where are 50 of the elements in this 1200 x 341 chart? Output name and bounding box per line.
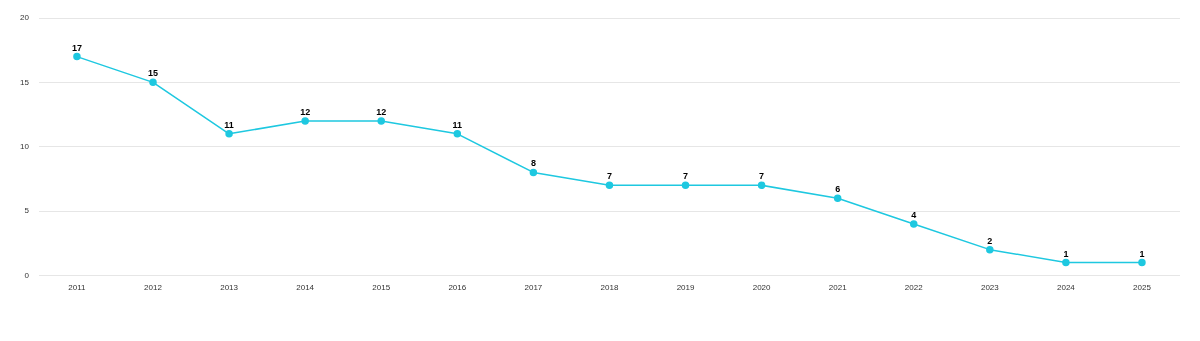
data-label: 2 [987,235,993,246]
x-tick-label: 2012 [144,283,163,293]
x-tick-label: 2023 [980,283,1000,293]
data-label: 11 [224,119,234,130]
point [301,117,309,125]
point [986,245,994,254]
x-tick-label: 2013 [220,283,239,293]
x-tick-label: 2011 [68,283,87,293]
data-label: 7 [606,171,612,182]
data-label: 12 [376,106,387,117]
point [909,220,918,228]
x-tick-label: 2022 [904,283,924,293]
point [529,168,538,177]
y-tick-label: 15 [19,77,30,87]
x-tick-label: 2016 [448,283,467,293]
data-label: 1 [1063,248,1069,259]
point [833,194,842,202]
data-label: 7 [759,171,765,182]
y-tick-label: 10 [19,141,30,151]
point [453,130,462,138]
y-tick-label: 20 [19,13,30,23]
x-tick-label: 2025 [1133,283,1152,293]
point [681,181,690,190]
point [377,117,385,125]
y-tick-label: 5 [24,206,30,216]
x-tick-label: 2014 [296,283,315,293]
x-tick-label: 2024 [1056,283,1076,293]
point [1062,258,1070,267]
data-label: 6 [835,184,841,195]
point [225,130,233,138]
point [1138,258,1146,267]
data-label: 11 [452,119,463,130]
point [149,78,157,87]
x-tick-label: 2018 [600,283,619,293]
point [605,181,614,190]
x-tick-label: 2020 [752,283,772,293]
point [757,181,766,190]
data-label: 7 [683,171,689,182]
x-tick-label: 2017 [524,283,543,293]
data-label: 12 [300,106,311,117]
data-label: 17 [71,42,82,53]
point [73,52,81,61]
x-tick-label: 2015 [372,283,391,293]
data-label: 15 [148,68,159,79]
data-label: 8 [530,158,536,169]
data-label: 1 [1139,248,1145,259]
x-tick-label: 2021 [828,283,848,293]
x-tick-label: 2019 [676,283,695,293]
y-tick-label: 0 [24,270,30,280]
data-label: 4 [911,209,917,220]
